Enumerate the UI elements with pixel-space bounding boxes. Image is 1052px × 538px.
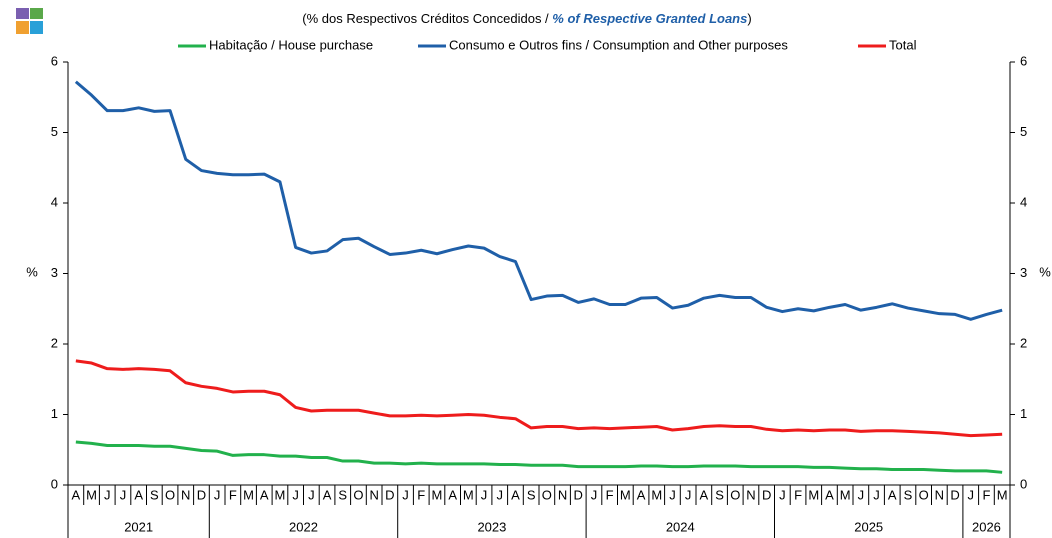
x-tick-label: S — [150, 487, 159, 502]
x-tick-label: N — [746, 487, 755, 502]
year-label: 2022 — [289, 519, 318, 534]
x-tick-label: D — [385, 487, 394, 502]
series-line — [75, 359, 1003, 438]
x-tick-label: J — [481, 487, 488, 502]
y-tick-label: 6 — [51, 53, 58, 68]
year-label: 2021 — [124, 519, 153, 534]
x-tick-label: F — [606, 487, 614, 502]
x-tick-label: M — [620, 487, 631, 502]
x-tick-label: M — [432, 487, 443, 502]
x-tick-label: M — [275, 487, 286, 502]
x-tick-label: O — [730, 487, 740, 502]
x-tick-label: J — [104, 487, 111, 502]
x-tick-label: J — [120, 487, 127, 502]
x-tick-label: J — [669, 487, 676, 502]
x-tick-label: D — [197, 487, 206, 502]
x-tick-label: A — [888, 487, 897, 502]
y-tick-label: 1 — [51, 406, 58, 421]
y-tick-label: 2 — [51, 335, 58, 350]
x-tick-label: J — [968, 487, 975, 502]
x-tick-label: M — [463, 487, 474, 502]
y2-tick-label: 1 — [1020, 406, 1027, 421]
x-tick-label: J — [873, 487, 880, 502]
year-label: 2023 — [477, 519, 506, 534]
x-tick-label: A — [72, 487, 81, 502]
y-tick-label: 4 — [51, 194, 58, 209]
subtitle: (% dos Respectivos Créditos Concedidos /… — [302, 11, 751, 26]
year-label: 2024 — [666, 519, 695, 534]
y2-tick-label: 4 — [1020, 194, 1027, 209]
x-tick-label: D — [950, 487, 959, 502]
x-tick-label: F — [417, 487, 425, 502]
y-tick-label: 0 — [51, 476, 58, 491]
x-tick-label: M — [651, 487, 662, 502]
y2-tick-label: 6 — [1020, 53, 1027, 68]
subtitle-pt: (% dos Respectivos Créditos Concedidos / — [302, 11, 552, 26]
x-tick-label: S — [715, 487, 724, 502]
x-tick-label: F — [229, 487, 237, 502]
year-label: 2025 — [854, 519, 883, 534]
x-tick-label: J — [591, 487, 598, 502]
x-tick-label: J — [308, 487, 315, 502]
x-tick-label: M — [86, 487, 97, 502]
x-tick-label: J — [685, 487, 692, 502]
x-tick-label: A — [700, 487, 709, 502]
x-tick-label: J — [214, 487, 221, 502]
legend-label: Consumo e Outros fins / Consumption and … — [449, 37, 788, 52]
x-tick-label: D — [574, 487, 583, 502]
x-tick-label: M — [808, 487, 819, 502]
y2-tick-label: 0 — [1020, 476, 1027, 491]
x-tick-label: S — [527, 487, 536, 502]
x-tick-label: J — [858, 487, 865, 502]
x-tick-label: F — [794, 487, 802, 502]
x-tick-label: A — [825, 487, 834, 502]
x-tick-label: S — [904, 487, 913, 502]
legend-label: Habitação / House purchase — [209, 37, 373, 52]
x-tick-label: M — [243, 487, 254, 502]
series-line — [74, 80, 1003, 321]
x-tick-label: J — [402, 487, 409, 502]
x-tick-label: J — [292, 487, 299, 502]
x-tick-label: M — [840, 487, 851, 502]
year-label: 2026 — [972, 519, 1001, 534]
x-tick-label: A — [637, 487, 646, 502]
x-tick-label: A — [323, 487, 332, 502]
series-line — [75, 440, 1003, 474]
x-tick-label: O — [353, 487, 363, 502]
x-tick-label: S — [338, 487, 347, 502]
x-tick-label: A — [511, 487, 520, 502]
x-tick-label: O — [165, 487, 175, 502]
x-tick-label: D — [762, 487, 771, 502]
x-tick-label: N — [369, 487, 378, 502]
x-tick-label: N — [935, 487, 944, 502]
x-tick-label: M — [997, 487, 1008, 502]
x-tick-label: O — [919, 487, 929, 502]
x-tick-label: A — [134, 487, 143, 502]
x-tick-label: A — [260, 487, 269, 502]
y2-axis-label: % — [1039, 264, 1051, 279]
y-tick-label: 5 — [51, 124, 58, 139]
y-tick-label: 3 — [51, 265, 58, 280]
legend-label: Total — [889, 37, 917, 52]
y-axis-label: % — [26, 264, 38, 279]
x-tick-label: J — [497, 487, 504, 502]
x-tick-label: N — [181, 487, 190, 502]
x-tick-label: A — [448, 487, 457, 502]
subtitle-en: % of Respective Granted Loans — [552, 11, 747, 26]
x-tick-label: N — [558, 487, 567, 502]
x-tick-label: F — [982, 487, 990, 502]
x-tick-label: O — [542, 487, 552, 502]
x-tick-label: J — [779, 487, 786, 502]
y2-tick-label: 3 — [1020, 265, 1027, 280]
y2-tick-label: 5 — [1020, 124, 1027, 139]
subtitle-end: ) — [747, 11, 751, 26]
logo — [16, 8, 43, 34]
y2-tick-label: 2 — [1020, 335, 1027, 350]
